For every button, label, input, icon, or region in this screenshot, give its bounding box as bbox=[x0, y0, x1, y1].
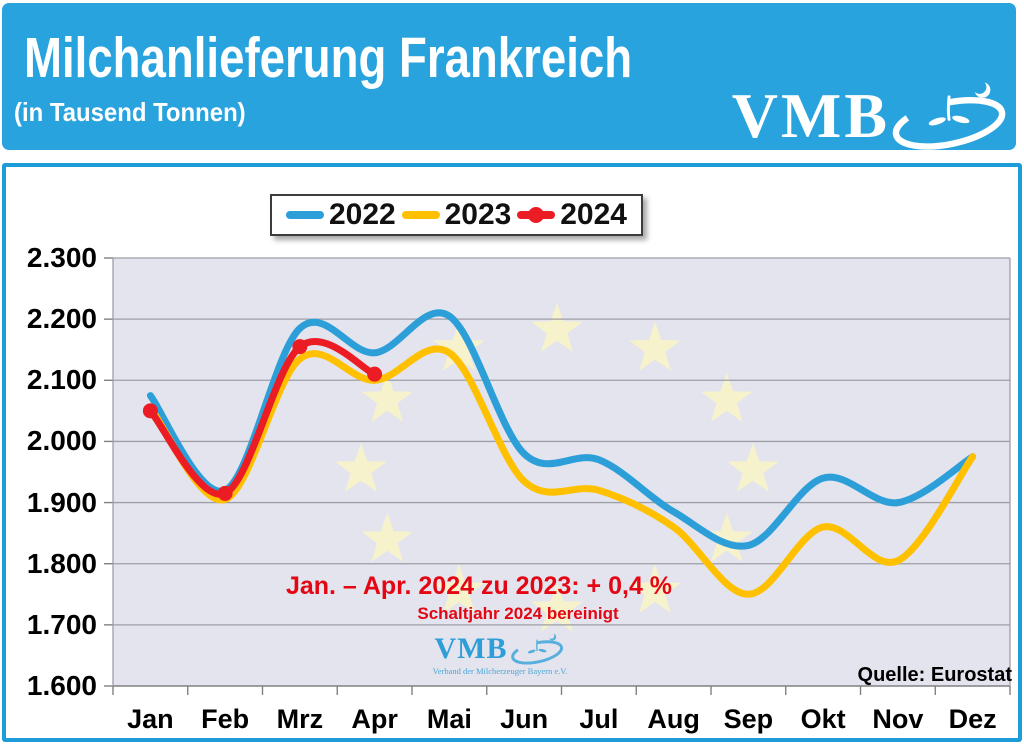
line-chart bbox=[104, 257, 1011, 695]
source-label: Quelle: Eurostat bbox=[857, 664, 1012, 686]
vmb-logo: VMB bbox=[732, 79, 1010, 153]
vmb-swirl-icon bbox=[892, 80, 1006, 150]
eu-star-icon bbox=[629, 321, 681, 371]
legend-item: 2023 bbox=[401, 198, 512, 231]
eu-star-icon bbox=[531, 583, 583, 632]
vmb-watermark: VMB Verband der Milcherzeuger Bayern e.V… bbox=[421, 632, 579, 676]
legend-item: 2022 bbox=[286, 199, 396, 231]
x-axis-label: Dez bbox=[948, 704, 997, 734]
vmb-watermark-subtext: Verband der Milcherzeuger Bayern e.V. bbox=[432, 666, 568, 676]
x-axis-label: Jun bbox=[500, 704, 549, 734]
eu-star-icon bbox=[361, 373, 413, 422]
legend-label: 2023 bbox=[444, 198, 512, 231]
eu-star-icon bbox=[335, 443, 387, 492]
eu-star-icon bbox=[701, 513, 753, 562]
series-marker-2024 bbox=[217, 485, 233, 501]
vmb-watermark-text: VMB bbox=[434, 632, 508, 665]
eu-star-icon bbox=[727, 443, 779, 492]
legend-label: 2024 bbox=[560, 198, 627, 231]
series-marker-2024 bbox=[292, 339, 308, 355]
eu-star-icon bbox=[433, 564, 485, 614]
x-axis-label: Jan bbox=[127, 704, 174, 734]
page-subtitle: (in Tausend Tonnen) bbox=[14, 97, 246, 127]
legend-item: 2024 bbox=[517, 199, 627, 231]
x-axis-label: Nov bbox=[872, 704, 924, 734]
series-line-2023 bbox=[146, 345, 977, 598]
eu-star-icon bbox=[531, 303, 583, 352]
y-axis-label: 2.000 bbox=[26, 425, 97, 457]
y-axis-label: 1.800 bbox=[26, 547, 97, 579]
x-axis-label: Mai bbox=[426, 704, 472, 734]
series-line-2024 bbox=[146, 337, 379, 498]
eu-star-icon bbox=[701, 373, 753, 422]
x-axis-label: Jul bbox=[579, 704, 619, 734]
x-axis-label: Sep bbox=[723, 704, 774, 734]
x-axis: Jan Feb Mrz Apr Mai Jun Jul Aug Sep Okt Nov Dez bbox=[6, 703, 1018, 737]
eu-star-icon bbox=[361, 513, 413, 562]
x-axis-label: Apr bbox=[351, 704, 398, 734]
eu-star-icon bbox=[629, 564, 681, 614]
vmb-watermark-swirl-icon bbox=[510, 632, 563, 665]
legend-line-icon bbox=[286, 211, 324, 219]
series-marker-2024 bbox=[367, 366, 383, 382]
x-axis-label: Mrz bbox=[276, 704, 324, 734]
vmb-logo-text: VMB bbox=[731, 80, 890, 151]
legend-line-icon bbox=[401, 211, 440, 219]
header-banner: Milchanlieferung Frankreich (in Tausend … bbox=[2, 3, 1016, 153]
x-axis-label: Okt bbox=[800, 704, 846, 734]
legend-line-dot-icon bbox=[517, 207, 556, 223]
chart-panel: 2.300 2.200 2.100 2.000 1.900 1.800 1.700 1.600… bbox=[2, 163, 1022, 742]
eu-star-icon bbox=[433, 321, 485, 371]
y-axis-label: 1.900 bbox=[26, 486, 97, 518]
x-axis-label: Feb bbox=[201, 704, 250, 734]
y-axis-label: 2.100 bbox=[26, 364, 97, 396]
chart-legend: 2022 2023 2024 bbox=[270, 194, 643, 236]
legend-label: 2022 bbox=[329, 198, 396, 231]
y-axis-label: 1.700 bbox=[26, 608, 97, 640]
annotation-leapyear: Schaltjahr 2024 bereinigt bbox=[417, 604, 619, 623]
y-axis: 2.300 2.200 2.100 2.000 1.900 1.800 1.700 1.600 bbox=[6, 167, 103, 738]
y-axis-label: 2.200 bbox=[26, 303, 97, 335]
page-title: Milchanlieferung Frankreich bbox=[24, 26, 633, 90]
y-axis-label: 1.600 bbox=[26, 670, 97, 701]
series-line-2022 bbox=[146, 309, 977, 550]
annotation-comparison: Jan. – Apr. 2024 zu 2023: + 0,4 % bbox=[285, 572, 673, 600]
x-axis-label: Aug bbox=[647, 704, 700, 734]
series-marker-2024 bbox=[142, 403, 158, 419]
y-axis-label: 2.300 bbox=[26, 242, 97, 273]
